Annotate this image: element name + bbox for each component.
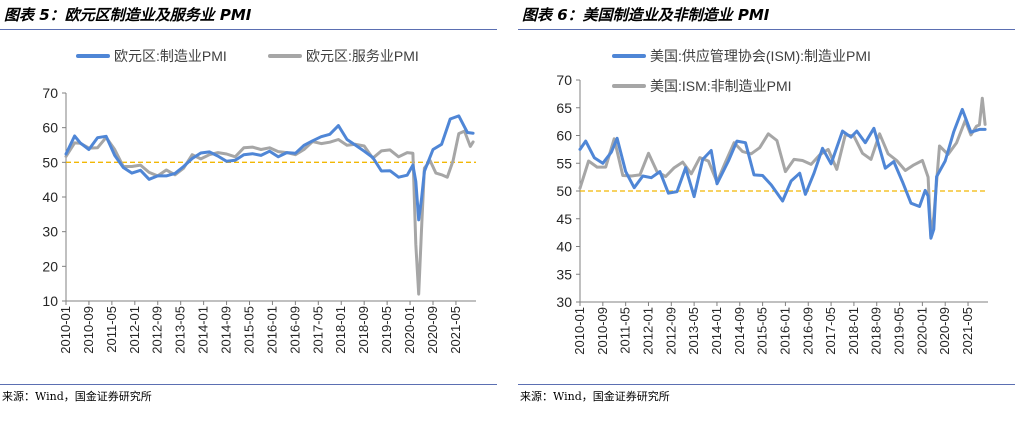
x-tick-label: 2019-05 (379, 306, 394, 354)
x-tick-label: 2014-09 (219, 306, 234, 354)
x-tick-label: 2018-01 (333, 306, 348, 354)
x-tick-label: 2015-05 (755, 307, 770, 355)
x-tick-label: 2019-05 (892, 307, 907, 355)
y-tick-label: 40 (556, 239, 572, 255)
chart-panel-eurozone: 图表 5：欧元区制造业及服务业 PMI 10 20 30 40 50 60 70 2010-0… (0, 0, 497, 434)
x-tick-label: 2016-01 (777, 307, 792, 355)
x-tick-label: 2012-01 (127, 306, 142, 354)
x-tick-label: 2016-09 (800, 307, 815, 355)
x-tick-label: 2018-01 (846, 307, 861, 355)
eurozone-pmi-chart: 10 20 30 40 50 60 70 2010-01 2010-09 2011-05 2012-… (42, 48, 476, 354)
x-tick-label: 2015-05 (241, 306, 256, 354)
y-tick-label: 60 (42, 120, 58, 136)
x-tick-label: 2011-05 (104, 306, 119, 353)
y-tick-label: 30 (42, 224, 58, 240)
y-tick-label: 50 (556, 183, 572, 199)
chart-title: 图表 6：美国制造业及非制造业 PMI (522, 6, 770, 24)
y-tick-label: 20 (42, 258, 58, 274)
x-tick-label: 2018-09 (356, 306, 371, 354)
x-tick-label: 2020-01 (402, 306, 417, 354)
y-tick-label: 45 (556, 211, 572, 227)
y-tick-label: 65 (556, 100, 572, 116)
x-tick-label: 2020-01 (914, 307, 929, 355)
series-line-0 (578, 107, 987, 240)
x-tick-label: 2016-01 (264, 306, 279, 354)
x-tick-label: 2020-09 (425, 306, 440, 354)
x-tick-label: 2014-01 (709, 307, 724, 355)
x-tick-label: 2017-05 (310, 306, 325, 354)
source-rule (0, 384, 497, 385)
x-tick-label: 2014-01 (196, 306, 211, 354)
x-tick-label: 2021-05 (448, 306, 463, 354)
x-tick-label: 2012-01 (640, 307, 655, 355)
source-rule (518, 384, 1015, 385)
x-tick-label: 2010-01 (58, 306, 73, 354)
x-tick-label: 2014-09 (732, 307, 747, 355)
y-tick-label: 60 (556, 128, 572, 144)
legend-label: 美国:ISM:非制造业PMI (650, 78, 792, 94)
title-rule (0, 29, 497, 30)
chart-title: 图表 5：欧元区制造业及服务业 PMI (4, 6, 252, 24)
x-tick-label: 2011-05 (618, 307, 633, 354)
y-tick-label: 30 (556, 294, 572, 310)
x-tick-label: 2013-05 (173, 306, 188, 354)
title-rule (518, 29, 1015, 30)
source-note: 来源：Wind，国金证券研究所 (2, 390, 152, 403)
x-tick-label: 2010-01 (572, 307, 587, 355)
x-tick-label: 2010-09 (595, 307, 610, 355)
y-tick-label: 50 (42, 154, 58, 170)
x-tick-label: 2017-05 (823, 307, 838, 355)
x-tick-label: 2018-09 (869, 307, 884, 355)
series-line-0 (64, 114, 475, 222)
y-tick-label: 10 (42, 293, 58, 309)
x-tick-label: 2020-09 (937, 307, 952, 355)
legend-label: 欧元区:服务业PMI (306, 48, 419, 64)
us-pmi-chart: 30 35 40 45 50 55 60 65 70 2010-01 2010-09 2011-05 2… (556, 48, 988, 355)
y-tick-label: 55 (556, 155, 572, 171)
series-line-1 (578, 96, 987, 238)
legend-label: 美国:供应管理协会(ISM):制造业PMI (650, 48, 871, 64)
source-note: 来源：Wind，国金证券研究所 (520, 390, 670, 403)
y-tick-label: 35 (556, 266, 572, 282)
x-tick-label: 2010-09 (81, 306, 96, 354)
y-tick-label: 70 (556, 72, 572, 88)
series-line-1 (64, 129, 475, 296)
x-tick-label: 2016-09 (287, 306, 302, 354)
chart-panel-us: 图表 6：美国制造业及非制造业 PMI 30 35 40 45 50 55 60 65 70 20… (518, 0, 1015, 434)
y-tick-label: 40 (42, 189, 58, 205)
x-tick-label: 2012-09 (150, 306, 165, 354)
x-tick-label: 2013-05 (686, 307, 701, 355)
y-tick-label: 70 (42, 85, 58, 101)
legend-label: 欧元区:制造业PMI (114, 48, 227, 64)
x-tick-label: 2021-05 (960, 307, 975, 355)
x-tick-label: 2012-09 (663, 307, 678, 355)
